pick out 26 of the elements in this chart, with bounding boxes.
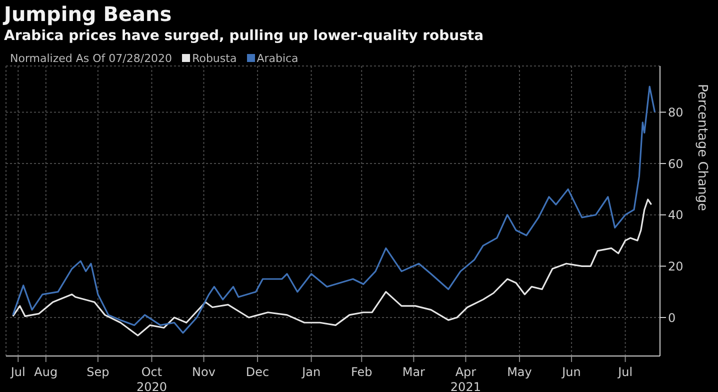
line-series [12,86,656,334]
legend-label: Robusta [191,52,237,64]
x-tick-label: Nov [192,365,216,379]
x-tick-label: Feb [351,365,372,379]
x-tick-label: Apr 2021 [450,365,481,392]
y-tick-label: 60 [668,156,684,171]
line-series [12,198,652,336]
x-tick-label: Oct 2020 [136,365,167,392]
x-tick-label: Dec [246,365,270,379]
y-tick-label: 40 [668,208,684,222]
x-tick-label: Jan [301,365,321,379]
chart-subtitle: Arabica prices have surged, pulling up lower-quality robusta [4,28,484,44]
y-tick-label: 80 [668,105,684,120]
y-axis-title: Percentage Change [694,84,710,211]
x-tick-label: Jul [617,365,633,379]
y-tick-label: 0 [668,310,676,325]
x-tick-label: Mar [402,365,426,379]
x-tick-label: Jun [561,365,581,379]
x-tick-label: Aug [34,365,58,379]
legend-label: Arabica [256,52,298,64]
x-tick-label: Sep [86,365,110,379]
legend-title: Normalized As Of 07/28/2020 [10,52,172,64]
chart-title: Jumping Beans [4,2,172,26]
x-tick-label: Jul [10,365,26,379]
x-tick-label: May [507,365,532,379]
y-tick-label: 20 [668,259,684,274]
